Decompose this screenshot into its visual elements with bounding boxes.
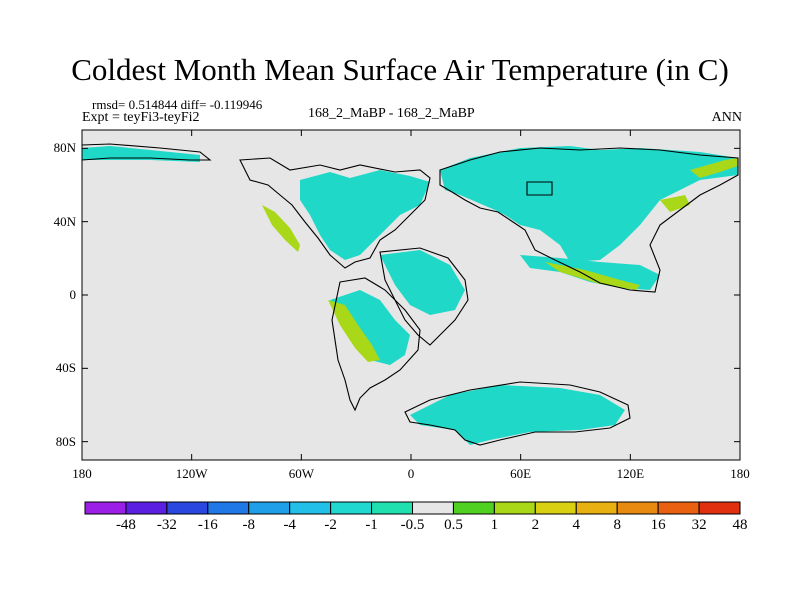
x-tick-label: 180 <box>72 466 92 481</box>
colorbar-swatch <box>125 501 168 515</box>
y-tick-label: 0 <box>69 287 77 302</box>
colorbar-swatch <box>248 501 291 515</box>
asia-positive <box>545 262 640 290</box>
eurasia-coast <box>439 147 739 293</box>
colorbar-label: 2 <box>531 517 540 533</box>
colorbar <box>84 501 741 515</box>
stats-label: rmsd= 0.514844 diff= -0.119946 <box>92 97 263 112</box>
antarctica-coast <box>404 381 631 446</box>
colorbar-label: 0.5 <box>444 517 463 533</box>
colorbar-swatch <box>166 501 209 515</box>
colorbar-swatch <box>534 501 577 515</box>
x-tick-label: 180 <box>730 466 750 481</box>
colorbar-label: 16 <box>650 517 666 533</box>
colorbar-label: 32 <box>691 517 707 533</box>
season-label: ANN <box>711 110 742 125</box>
coast-positive <box>262 205 300 252</box>
colorbar-label: 8 <box>613 517 621 533</box>
colorbar-label: -48 <box>115 517 136 533</box>
axis-ticks <box>81 130 741 460</box>
colorbar-label: -0.5 <box>400 517 425 533</box>
chart-title: Coldest Month Mean Surface Air Temperatu… <box>71 52 729 87</box>
colorbar-swatch <box>412 501 454 515</box>
colorbar-label: -32 <box>156 517 177 533</box>
andes-positive <box>328 300 380 362</box>
x-tick-label: 60E <box>510 466 532 481</box>
colorbar-swatch <box>575 501 618 515</box>
colorbar-swatch <box>84 501 127 515</box>
east-positive <box>660 195 690 212</box>
coastlines <box>81 143 739 446</box>
colorbar-label: -2 <box>324 517 337 533</box>
colorbar-swatch <box>657 501 700 515</box>
africa-coast <box>379 247 469 346</box>
x-tick-label: 60W <box>288 466 314 481</box>
colorbar-swatch <box>452 501 495 515</box>
colorbar-swatch <box>330 501 373 515</box>
colorbar-swatch <box>493 501 536 515</box>
arctic-left-coast <box>81 143 212 161</box>
y-tick-label: 80N <box>53 140 76 156</box>
colorbar-swatch <box>698 501 741 515</box>
colorbar-label: -4 <box>283 517 296 533</box>
x-tick-label: 120W <box>175 466 208 481</box>
colorbar-swatch <box>616 501 659 515</box>
colorbar-label: 4 <box>572 517 581 533</box>
north-america-field <box>300 170 430 260</box>
colorbar-label: -1 <box>365 517 378 533</box>
greenland-field <box>440 146 738 262</box>
colorbar-swatch <box>207 501 250 515</box>
colorbar-label: 1 <box>490 517 499 533</box>
arctic-positive <box>690 158 738 178</box>
antarctica-field <box>410 385 625 445</box>
inland-sea <box>526 181 553 196</box>
colorbar-label: 48 <box>732 517 748 533</box>
colorbar-label: -8 <box>242 517 256 533</box>
x-tick-label: 120E <box>616 466 645 481</box>
south-america-coast <box>331 277 421 412</box>
colorbar-label: -16 <box>197 517 218 533</box>
positive-anomaly-field <box>262 158 738 362</box>
center-label: 168_2_MaBP - 168_2_MaBP <box>308 106 475 121</box>
central-field <box>380 250 465 315</box>
anomaly-field <box>82 146 738 445</box>
north-america-coast <box>239 157 431 269</box>
colorbar-swatch <box>289 501 332 515</box>
x-tick-label: 0 <box>407 466 415 481</box>
y-tick-label: 40N <box>53 213 76 229</box>
experiment-label: Expt = teyFi3-teyFi2 <box>82 110 200 125</box>
south-america-field <box>330 290 410 365</box>
colorbar-swatch <box>371 501 413 515</box>
y-tick-label: 40S <box>55 360 76 376</box>
y-tick-label: 80S <box>55 433 76 449</box>
